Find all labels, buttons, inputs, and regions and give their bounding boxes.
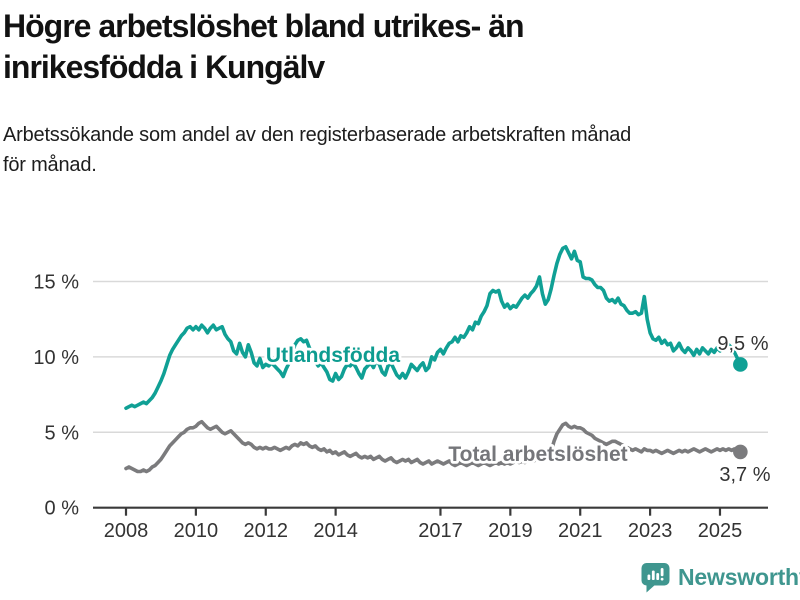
x-axis-label-2010: 2010 bbox=[174, 520, 219, 542]
y-axis-label-15: 15 % bbox=[33, 272, 79, 294]
chart-subtitle: Arbetssökande som andel av den registerb… bbox=[3, 120, 631, 180]
x-axis-label-2019: 2019 bbox=[488, 520, 533, 542]
x-axis-label-2025: 2025 bbox=[698, 520, 743, 542]
x-axis-label-2014: 2014 bbox=[313, 520, 358, 542]
x-axis-label-2008: 2008 bbox=[104, 520, 149, 542]
end-dot-total bbox=[733, 444, 748, 460]
x-axis-label-2017: 2017 bbox=[418, 520, 463, 542]
title-line-2: inrikesfödda i Kungälv bbox=[3, 49, 325, 85]
newsworthy-logo: Newsworthy bbox=[641, 562, 800, 593]
subtitle-line-1: Arbetssökande som andel av den registerb… bbox=[3, 124, 632, 146]
y-axis-label-10: 10 % bbox=[33, 347, 79, 369]
title-line-1: Högre arbetslöshet bland utrikes- än bbox=[3, 8, 525, 44]
x-axis-label-2021: 2021 bbox=[558, 520, 603, 542]
series-label-total: Total arbetslöshet bbox=[448, 443, 627, 466]
end-value-label-utlandsfodda: 9,5 % bbox=[717, 333, 768, 355]
series-line-utlandsfodda bbox=[124, 245, 743, 411]
x-axis-label-2012: 2012 bbox=[244, 520, 289, 542]
page-title: Högre arbetslöshet bland utrikes- än inri… bbox=[3, 6, 525, 88]
end-dot-utlandsfodda bbox=[733, 357, 748, 372]
series-label-utlandsfodda: Utlandsfödda bbox=[266, 344, 400, 367]
subtitle-line-2: för månad. bbox=[3, 154, 97, 176]
y-axis-label-0: 0 % bbox=[45, 498, 80, 520]
y-axis-label-5: 5 % bbox=[45, 422, 80, 444]
newsworthy-wordmark: Newsworthy bbox=[678, 564, 800, 590]
series-line-total bbox=[124, 419, 743, 474]
newsworthy-logo-icon bbox=[641, 563, 670, 593]
end-value-label-total: 3,7 % bbox=[719, 464, 770, 486]
x-axis-label-2023: 2023 bbox=[628, 520, 673, 542]
